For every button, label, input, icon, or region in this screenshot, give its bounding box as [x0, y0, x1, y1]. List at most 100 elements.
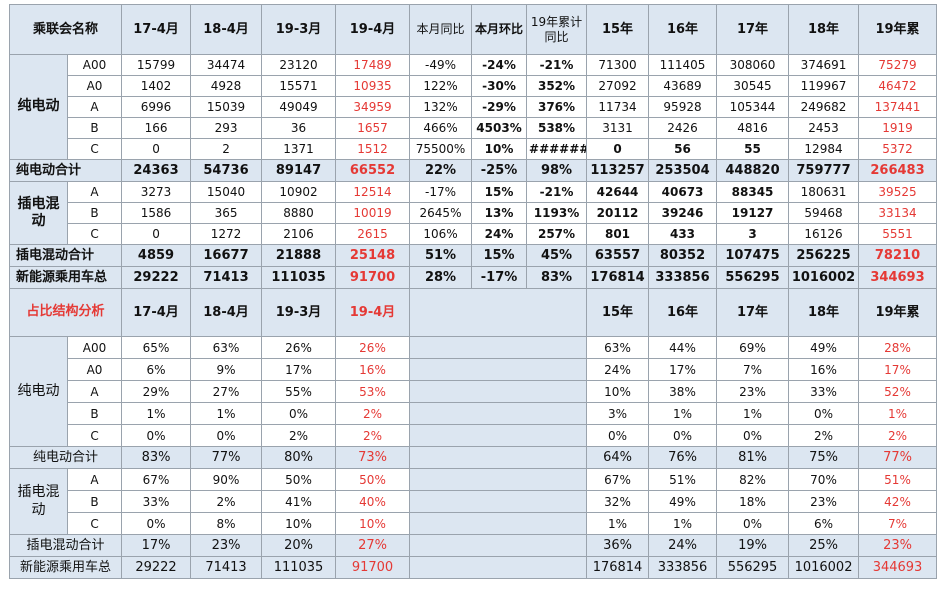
volume-cell: ###### — [526, 138, 588, 160]
share-cell: 0% — [648, 424, 718, 447]
bev-total-cell: -25% — [471, 159, 528, 182]
table-row: 插电混动 A 3273 15040 10902 12514 -17% 15% -21% 42644… — [9, 181, 938, 245]
volume-cell: -30% — [471, 75, 528, 97]
volume-cell: 106% — [409, 223, 473, 245]
share-cell: 53% — [335, 380, 411, 403]
share-cell: 90% — [190, 468, 263, 491]
header-col: 17年 — [716, 288, 790, 337]
volume-cell: 1272 — [190, 223, 263, 245]
table-row: 插电混动合计 4859 16677 21888 25148 51% 15% 45% 63557 8… — [8, 244, 938, 267]
volume-cell: 12984 — [788, 138, 860, 160]
volume-cell: 2645% — [409, 202, 473, 224]
share-cell: 49% — [648, 490, 718, 513]
volume-cell: 5551 — [858, 223, 938, 245]
volume-cell: 56 — [648, 138, 718, 160]
share-cell: 6% — [121, 358, 192, 381]
header-col: 17-4月 — [121, 4, 192, 55]
volume-cell: 75500% — [409, 138, 473, 160]
share-cell: 8% — [190, 512, 263, 535]
volume-cell: 11734 — [586, 96, 650, 118]
bev-total-cell: 22% — [409, 159, 473, 182]
table-row: 插电混动 A 67% 90% 50% 50% 67% 51% 82% 70% 51% — [9, 468, 938, 535]
share-cell: 23% — [716, 380, 790, 403]
table-row: B 1586 365 8880 10019 2645% 13% 1193% 20112 39246… — [10, 202, 938, 224]
share-cell: 50% — [261, 468, 337, 491]
share-cell: 23% — [858, 534, 938, 557]
share-cell: 0% — [788, 402, 860, 425]
header-col: 18年 — [788, 4, 860, 55]
header-col: 15年 — [586, 288, 650, 337]
header-col: 16年 — [648, 288, 718, 337]
volume-cell: 95928 — [648, 96, 718, 118]
section-bev-label: 纯电动 — [9, 54, 68, 160]
phev-total-cell: 256225 — [788, 244, 860, 267]
grade-label: A00 — [66, 54, 123, 76]
share-cell: 0% — [716, 424, 790, 447]
volume-cell: 1402 — [121, 75, 192, 97]
share-cell: 0% — [586, 424, 650, 447]
grade-label: C — [66, 424, 123, 447]
share-cell: 29% — [121, 380, 192, 403]
section-phev-label: 插电混动 — [9, 181, 68, 245]
share-cell: 70% — [788, 468, 860, 491]
share-cell: 10% — [335, 512, 411, 535]
volume-cell: 2615 — [335, 223, 411, 245]
header-col: 16年 — [648, 4, 718, 55]
volume-cell: 19127 — [716, 202, 790, 224]
share-cell: 556295 — [716, 556, 790, 579]
volume-cell: 352% — [526, 75, 588, 97]
volume-cell: 13% — [471, 202, 528, 224]
share-cell: 29222 — [121, 556, 192, 579]
header-col: 19年累计同比 — [526, 4, 588, 55]
volume-cell: 1586 — [121, 202, 192, 224]
nev-total-label: 新能源乘用车总 — [8, 266, 123, 289]
share-cell: 65% — [121, 336, 192, 359]
grade-label: B — [66, 402, 123, 425]
volume-cell: 308060 — [716, 54, 790, 76]
grade-label: C — [66, 512, 123, 535]
share-cell: 9% — [190, 358, 263, 381]
volume-cell: 34474 — [190, 54, 263, 76]
volume-cell: 374691 — [788, 54, 860, 76]
share-cell: 17% — [858, 358, 938, 381]
nev-total-cell: 91700 — [335, 266, 411, 289]
volume-cell: 3 — [716, 223, 790, 245]
volume-cell: 466% — [409, 117, 473, 139]
table-row: A 29% 27% 55% 53% 10% 38% 23% 33% 52% — [10, 380, 938, 403]
bev-total-cell: 448820 — [716, 159, 790, 182]
share-cell: 3% — [586, 402, 650, 425]
share-cell: 2% — [788, 424, 860, 447]
header-col: 本月环比 — [471, 4, 528, 55]
volume-cell: 1512 — [335, 138, 411, 160]
share-cell: 0% — [121, 424, 192, 447]
nev-total-cell: 28% — [409, 266, 473, 289]
grade-label: A — [66, 96, 123, 118]
grade-label: A0 — [66, 75, 123, 97]
share-cell: 7% — [858, 512, 938, 535]
volume-cell: 0 — [586, 138, 650, 160]
share-cell: 67% — [121, 468, 192, 491]
table-row: 占比结构分析 17-4月 18-4月 19-3月 19-4月 15年 16年 17年 18年 19… — [8, 288, 938, 337]
volume-cell: 2 — [190, 138, 263, 160]
volume-cell: 15% — [471, 181, 528, 203]
share-cell: 75% — [788, 446, 860, 469]
share-cell: 67% — [586, 468, 650, 491]
phev-total-cell: 63557 — [586, 244, 650, 267]
bev-total-cell: 253504 — [648, 159, 718, 182]
share-cell: 32% — [586, 490, 650, 513]
header-col: 19-3月 — [261, 4, 337, 55]
volume-cell: 1657 — [335, 117, 411, 139]
volume-cell: 12514 — [335, 181, 411, 203]
share-cell: 23% — [788, 490, 860, 513]
grade-label: C — [66, 138, 123, 160]
share-cell: 0% — [190, 424, 263, 447]
volume-cell: 3273 — [121, 181, 192, 203]
share-cell: 76% — [648, 446, 718, 469]
phev-total-cell: 107475 — [716, 244, 790, 267]
volume-cell: 5372 — [858, 138, 938, 160]
share-cell: 1% — [858, 402, 938, 425]
volume-cell: 20112 — [586, 202, 650, 224]
volume-cell: 0 — [121, 223, 192, 245]
phev-total-cell: 51% — [409, 244, 473, 267]
volume-cell: -21% — [526, 181, 588, 203]
